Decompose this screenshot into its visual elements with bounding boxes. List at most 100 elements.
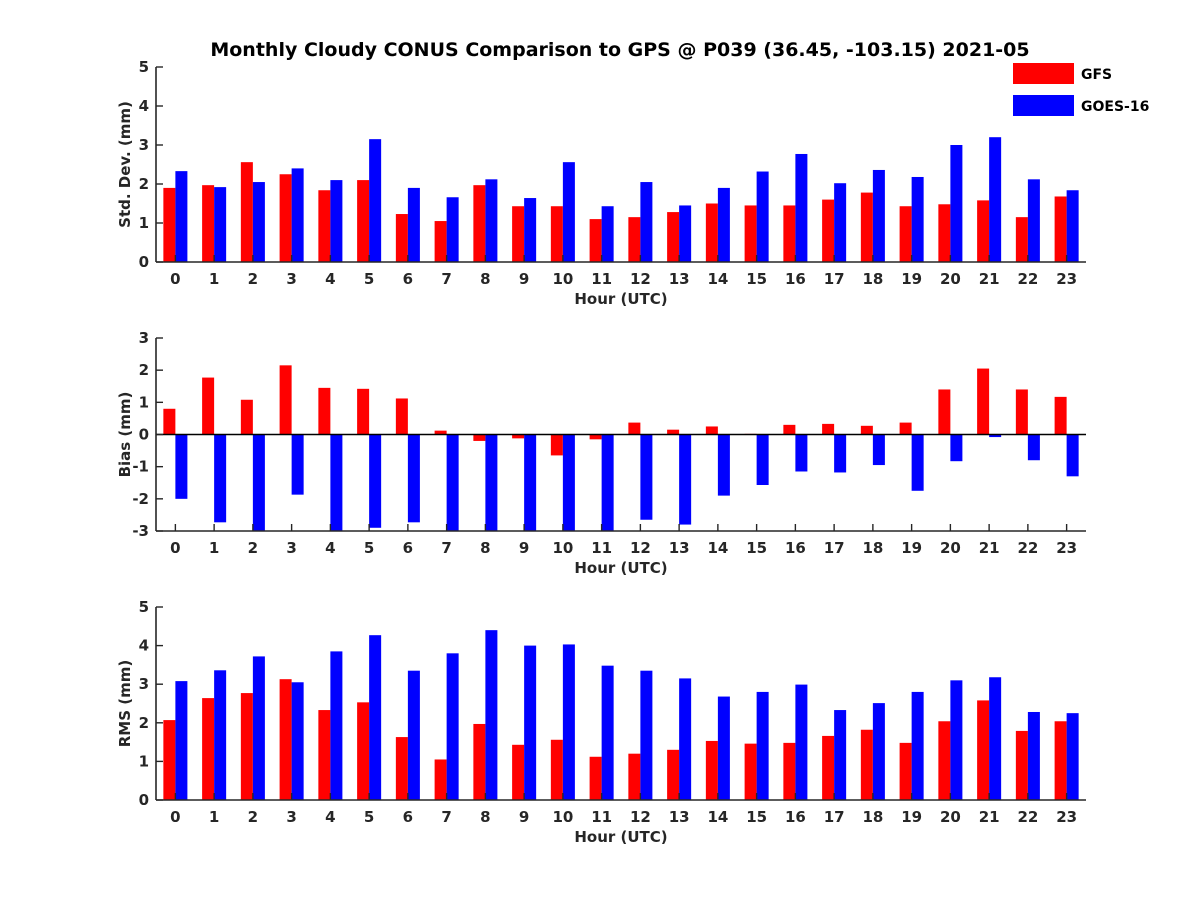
bar-goes16-17	[834, 183, 847, 262]
bar-gfs-9	[512, 206, 525, 262]
bar-goes16-7	[446, 653, 459, 800]
x-tick-label: 13	[669, 539, 690, 557]
bar-goes16-11	[601, 434, 614, 531]
y-tick-label: -1	[132, 458, 149, 476]
x-tick-label: 6	[403, 539, 413, 557]
x-tick-label: 21	[979, 808, 1000, 826]
bar-goes16-4	[330, 180, 343, 262]
bar-goes16-8	[485, 630, 498, 800]
y-tick-label: -2	[132, 490, 149, 508]
x-tick-label: 15	[746, 539, 767, 557]
bar-gfs-9	[512, 744, 525, 800]
x-tick-label: 7	[441, 270, 451, 288]
x-tick-label: 11	[591, 539, 612, 557]
bar-goes16-23	[1066, 713, 1079, 800]
bar-gfs-10	[550, 206, 563, 262]
bar-goes16-10	[562, 162, 575, 262]
bar-goes16-9	[524, 198, 537, 262]
x-tick-label: 19	[901, 270, 922, 288]
bar-goes16-0	[175, 434, 188, 499]
x-tick-label: 7	[441, 808, 451, 826]
x-tick-label: 13	[669, 270, 690, 288]
x-tick-label: 12	[630, 808, 651, 826]
bar-gfs-18	[860, 425, 873, 435]
x-tick-label: 23	[1056, 539, 1077, 557]
bar-gfs-19	[899, 422, 912, 435]
x-tick-label: 10	[552, 808, 573, 826]
x-tick-label: 15	[746, 270, 767, 288]
x-tick-label: 3	[286, 808, 296, 826]
bar-gfs-15	[744, 743, 757, 800]
bar-gfs-21	[977, 200, 990, 262]
bar-goes16-5	[369, 434, 382, 528]
bar-goes16-13	[679, 205, 692, 262]
chart-legend: GFS GOES-16	[1013, 63, 1149, 116]
y-tick-label: 1	[139, 214, 149, 232]
bar-gfs-0	[163, 187, 176, 262]
x-tick-label: 17	[824, 808, 845, 826]
x-tick-label: 0	[170, 539, 180, 557]
bar-goes16-4	[330, 434, 343, 531]
bar-gfs-6	[395, 398, 408, 435]
bar-gfs-0	[163, 720, 176, 800]
bar-gfs-23	[1054, 396, 1067, 435]
bar-goes16-10	[562, 644, 575, 800]
x-tick-label: 3	[286, 539, 296, 557]
x-tick-label: 9	[519, 539, 529, 557]
bar-gfs-0	[163, 408, 176, 435]
bar-goes16-19	[911, 691, 924, 800]
bar-gfs-13	[667, 212, 680, 262]
bar-goes16-0	[175, 171, 188, 262]
x-tick-label: 6	[403, 270, 413, 288]
bar-goes16-16	[795, 434, 808, 472]
bar-gfs-1	[202, 185, 215, 262]
bar-gfs-4	[318, 387, 331, 435]
bar-goes16-20	[950, 680, 963, 800]
bar-goes16-6	[407, 434, 420, 523]
x-tick-label: 5	[364, 539, 374, 557]
x-tick-label: 22	[1017, 539, 1038, 557]
x-axis-label: Hour (UTC)	[574, 828, 667, 846]
x-tick-label: 22	[1017, 808, 1038, 826]
x-tick-label: 16	[785, 539, 806, 557]
bar-gfs-20	[938, 204, 951, 262]
bar-gfs-7	[434, 221, 447, 262]
bar-goes16-19	[911, 434, 924, 491]
x-tick-label: 8	[480, 539, 490, 557]
x-tick-label: 4	[325, 539, 335, 557]
bar-gfs-5	[357, 388, 370, 435]
bar-gfs-9	[512, 434, 525, 439]
bar-gfs-11	[589, 434, 602, 440]
y-tick-label: 1	[139, 393, 149, 411]
bar-goes16-14	[717, 696, 730, 800]
bar-goes16-3	[291, 434, 304, 495]
x-tick-label: 13	[669, 808, 690, 826]
bar-gfs-2	[240, 399, 253, 435]
bar-goes16-16	[795, 153, 808, 262]
bar-gfs-21	[977, 700, 990, 800]
bar-goes16-6	[407, 187, 420, 262]
x-tick-label: 1	[209, 808, 219, 826]
x-tick-label: 4	[325, 270, 335, 288]
legend-label-goes16: GOES-16	[1081, 99, 1149, 115]
bar-goes16-19	[911, 176, 924, 262]
bar-goes16-14	[717, 434, 730, 496]
bar-gfs-6	[395, 737, 408, 800]
x-tick-label: 10	[552, 270, 573, 288]
bar-gfs-14	[705, 740, 718, 800]
y-tick-label: 2	[139, 175, 149, 193]
bar-goes16-6	[407, 670, 420, 800]
bar-goes16-17	[834, 434, 847, 473]
bar-gfs-13	[667, 429, 680, 435]
bar-gfs-8	[473, 434, 486, 441]
bar-goes16-12	[640, 182, 653, 262]
bar-goes16-11	[601, 206, 614, 262]
bar-goes16-17	[834, 710, 847, 800]
y-tick-label: 3	[139, 329, 149, 347]
bar-gfs-2	[240, 693, 253, 800]
bar-goes16-12	[640, 434, 653, 520]
bar-gfs-14	[705, 426, 718, 435]
y-tick-label: 0	[139, 426, 149, 444]
x-tick-label: 23	[1056, 808, 1077, 826]
